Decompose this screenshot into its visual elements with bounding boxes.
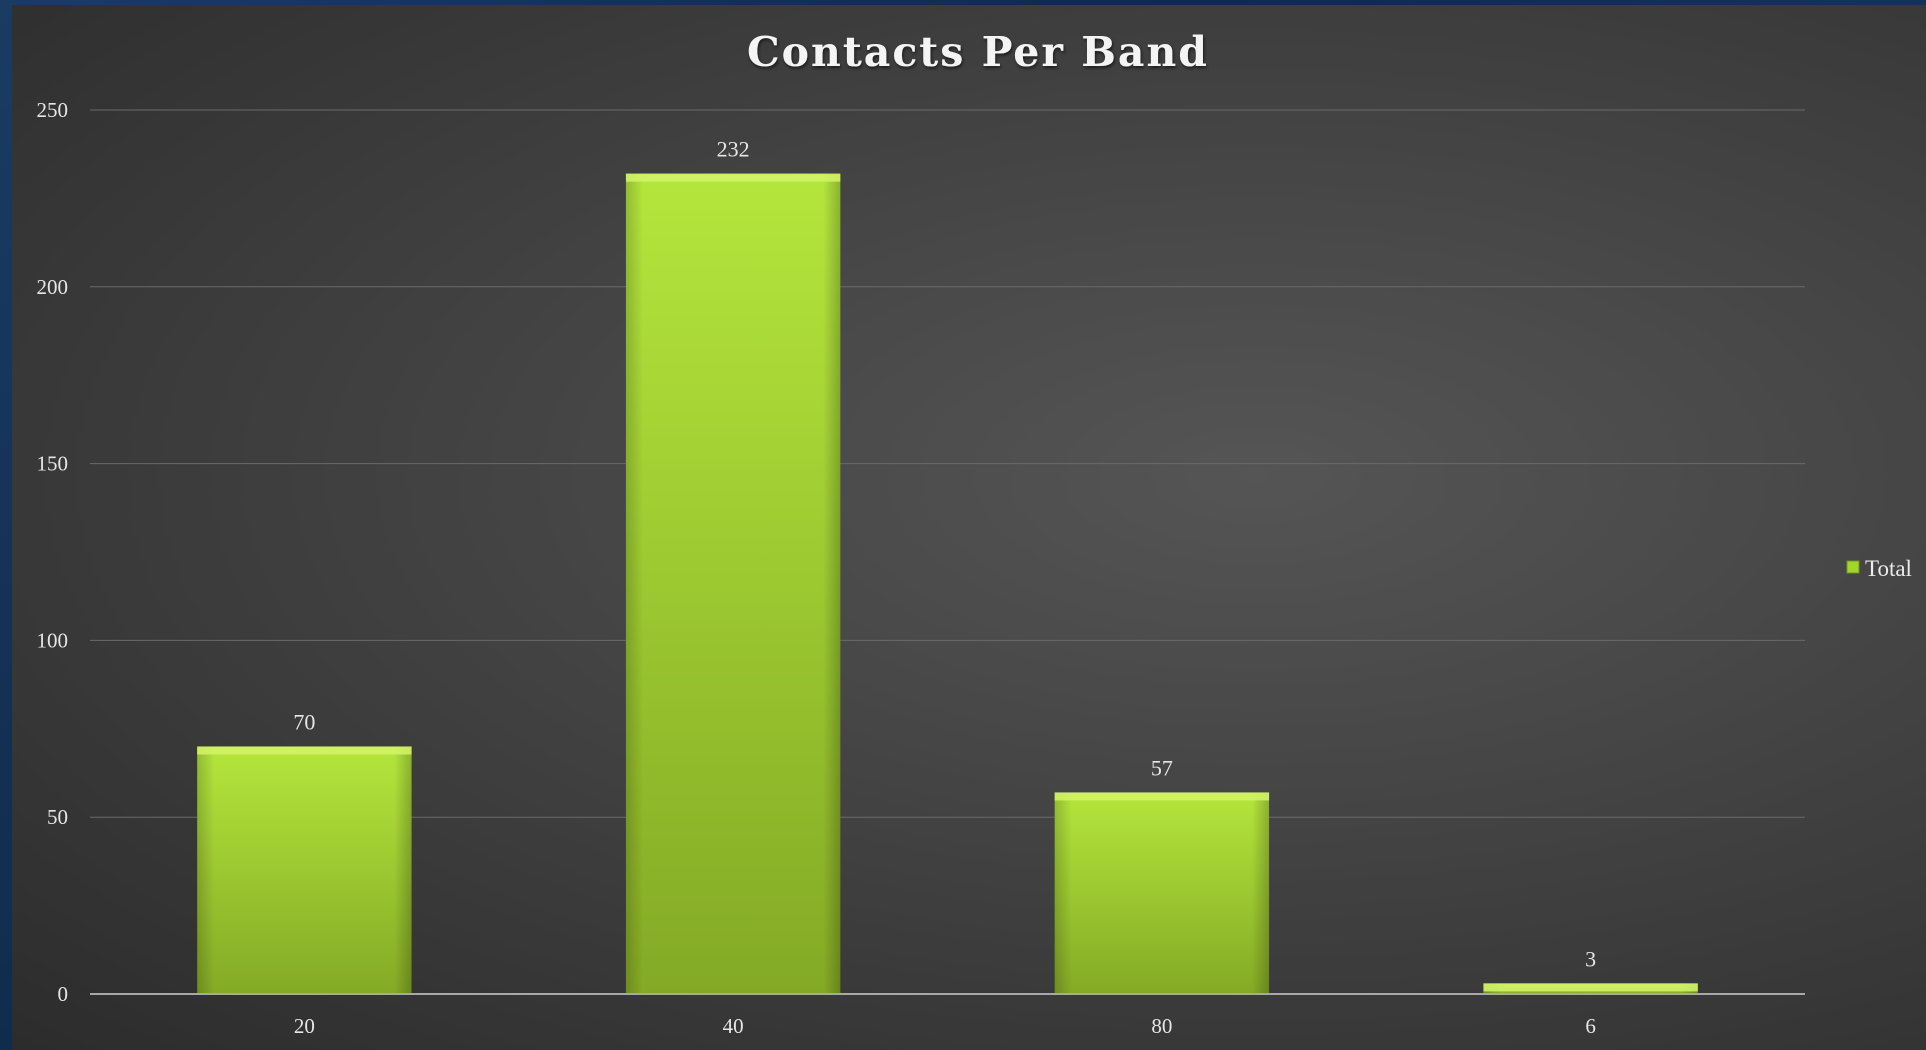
x-axis-ticks: 20 40 80 6	[294, 1014, 1596, 1038]
x-tick-label: 40	[723, 1014, 744, 1038]
y-tick-label: 100	[37, 628, 69, 652]
data-label: 70	[293, 709, 315, 734]
bar-80	[1054, 792, 1270, 994]
bar-shading	[625, 173, 841, 994]
data-label: 232	[717, 137, 750, 162]
y-tick-label: 50	[47, 805, 68, 829]
x-tick-label: 20	[294, 1014, 315, 1038]
legend-swatch-total	[1846, 560, 1860, 574]
y-axis-ticks: 0 50 100 150 200 250	[37, 98, 69, 1006]
bar-shading	[197, 746, 412, 994]
bar-top-bevel	[1054, 792, 1270, 801]
data-label: 3	[1585, 946, 1596, 971]
bar-6	[1483, 983, 1698, 994]
x-tick-label: 80	[1151, 1014, 1172, 1038]
legend-label-total: Total	[1865, 556, 1912, 581]
y-tick-label: 0	[58, 982, 69, 1006]
legend: Total	[1846, 556, 1912, 581]
bars	[197, 173, 1698, 994]
bar-20	[197, 746, 412, 994]
bar-40	[625, 173, 841, 994]
x-tick-label: 6	[1585, 1014, 1596, 1038]
y-tick-label: 250	[37, 98, 69, 122]
gridlines	[90, 109, 1805, 818]
bar-top-bevel	[197, 746, 412, 755]
y-tick-label: 150	[37, 452, 69, 476]
chart-title: Contacts Per Band	[747, 28, 1209, 76]
bar-top-bevel	[625, 173, 841, 182]
data-label: 57	[1151, 755, 1173, 780]
bar-top-bevel	[1483, 983, 1698, 992]
bar-shading	[1054, 792, 1270, 994]
data-labels: 70 232 57 3	[293, 137, 1596, 972]
y-tick-label: 200	[37, 275, 69, 299]
